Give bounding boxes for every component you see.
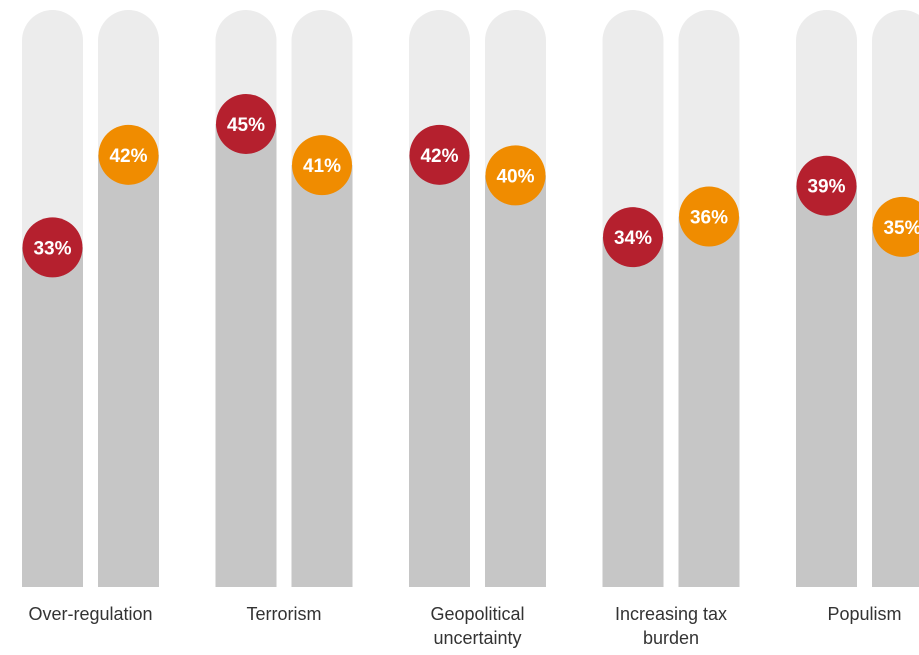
- value-marker: [603, 207, 663, 268]
- value-marker: [292, 135, 352, 196]
- value-marker: [872, 196, 919, 257]
- bar: [796, 185, 857, 587]
- value-marker: [98, 124, 159, 185]
- value-marker: [796, 155, 857, 216]
- category-label: Increasing tax burden: [615, 604, 727, 648]
- bar: [678, 216, 740, 587]
- data-label: 40%: [496, 166, 534, 187]
- bar: [291, 165, 353, 588]
- data-label: 42%: [420, 146, 458, 167]
- data-label: 33%: [33, 238, 71, 259]
- bar: [409, 154, 470, 587]
- category-label-line: Over-regulation: [28, 604, 152, 624]
- data-label: 34%: [614, 228, 652, 249]
- bar: [22, 247, 83, 587]
- bar: [872, 226, 919, 587]
- value-marker: [485, 145, 546, 206]
- category-label: Geopolitical uncertainty: [430, 604, 524, 648]
- category-label-line: burden: [643, 628, 699, 648]
- data-label: 35%: [883, 218, 919, 239]
- data-label: 41%: [303, 156, 341, 177]
- category-label: Terrorism: [247, 604, 322, 624]
- category-label: Populism: [827, 604, 901, 624]
- category-label-line: Populism: [827, 604, 901, 624]
- bar: [215, 123, 277, 587]
- value-marker: [216, 93, 276, 154]
- data-label: 39%: [807, 177, 845, 198]
- bar: [602, 237, 664, 587]
- value-marker: [22, 217, 83, 278]
- value-marker: [409, 124, 470, 185]
- category-label-line: Geopolitical: [430, 604, 524, 624]
- category-label-line: uncertainty: [433, 628, 521, 648]
- bar: [98, 154, 159, 587]
- data-label: 42%: [109, 146, 147, 167]
- data-label: 45%: [227, 115, 265, 136]
- bar: [485, 175, 546, 587]
- category-label-line: Increasing tax: [615, 604, 727, 624]
- category-label: Over-regulation: [28, 604, 152, 624]
- category-label-line: Terrorism: [247, 604, 322, 624]
- value-marker: [679, 186, 739, 247]
- data-label: 36%: [690, 208, 728, 229]
